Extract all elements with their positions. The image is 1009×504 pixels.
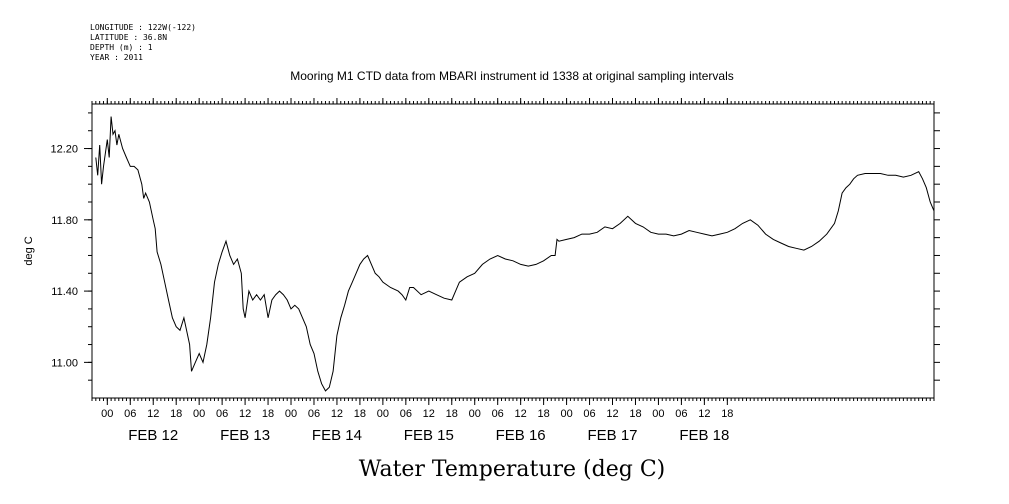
x-tick-label: 12 (698, 408, 710, 420)
x-tick-label: 18 (170, 408, 182, 420)
x-day-label: FEB 14 (312, 427, 362, 444)
x-day-label: FEB 12 (128, 427, 178, 444)
x-axis-title: Water Temperature (deg C) (359, 457, 666, 482)
x-tick-label: 06 (308, 408, 320, 420)
x-tick-label: 18 (629, 408, 641, 420)
x-tick-label: 06 (216, 408, 228, 420)
chart-title: Mooring M1 CTD data from MBARI instrumen… (290, 69, 734, 83)
x-day-label: FEB 13 (220, 427, 270, 444)
series-group (95, 116, 935, 392)
x-tick-label: 12 (147, 408, 159, 420)
axes-group: 00 06 12 18 00 06 12 18 00 06 12 18 00 06 12 18 00 06 12 18… (50, 98, 940, 444)
x-tick-label: 12 (331, 408, 343, 420)
x-tick-label: 06 (675, 408, 687, 420)
x-day-label: FEB 18 (679, 427, 729, 444)
x-tick-label: 12 (423, 408, 435, 420)
x-tick-label: 18 (537, 408, 549, 420)
x-tick-label: 12 (606, 408, 618, 420)
x-tick-label: 00 (652, 408, 664, 420)
longitude-label: LONGITUDE : 122W(-122) (90, 23, 196, 32)
latitude-label: LATITUDE : 36.8N (90, 33, 167, 42)
x-tick-label: 00 (101, 408, 113, 420)
y-axis-label: deg C (23, 236, 35, 265)
y-tick-label: 11.80 (51, 215, 78, 227)
x-tick-label: 00 (560, 408, 572, 420)
x-tick-label: 06 (583, 408, 595, 420)
y-tick-label: 11.00 (51, 357, 78, 369)
x-tick-label: 18 (354, 408, 366, 420)
x-tick-label: 12 (515, 408, 527, 420)
x-tick-label: 18 (721, 408, 733, 420)
x-tick-label: 18 (446, 408, 458, 420)
x-tick-label: 00 (469, 408, 481, 420)
year-label: YEAR : 2011 (90, 53, 143, 62)
x-tick-label: 00 (377, 408, 389, 420)
y-tick-label: 11.40 (51, 286, 78, 298)
temperature-series-line (95, 116, 935, 392)
x-tick-label: 12 (239, 408, 251, 420)
x-tick-label: 00 (193, 408, 205, 420)
x-day-label: FEB 17 (587, 427, 637, 444)
x-tick-label: 00 (285, 408, 297, 420)
depth-label: DEPTH (m) : 1 (90, 43, 153, 52)
x-tick-label: 06 (400, 408, 412, 420)
x-day-label: FEB 15 (404, 427, 454, 444)
x-day-label: FEB 16 (496, 427, 546, 444)
x-tick-label: 18 (262, 408, 274, 420)
y-tick-label: 12.20 (50, 144, 78, 156)
plot-frame (91, 103, 935, 399)
x-tick-label: 06 (492, 408, 504, 420)
x-tick-label: 06 (124, 408, 136, 420)
